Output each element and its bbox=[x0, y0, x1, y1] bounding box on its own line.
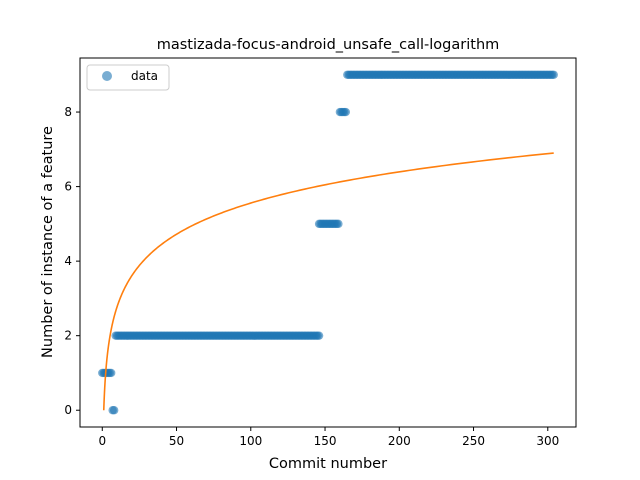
x-tick-label: 0 bbox=[98, 434, 106, 448]
legend-marker-data bbox=[102, 71, 112, 81]
y-axis-label: Number of instance of a feature bbox=[40, 126, 56, 358]
data-point bbox=[106, 368, 116, 378]
x-tick-label: 100 bbox=[239, 434, 262, 448]
y-tick-label: 6 bbox=[64, 180, 72, 194]
x-tick-label: 250 bbox=[462, 434, 485, 448]
plot-frame bbox=[79, 57, 577, 428]
chart-title: mastizada-focus-android_unsafe_call-loga… bbox=[157, 37, 500, 53]
legend-label-data: data bbox=[131, 69, 158, 83]
data-point bbox=[549, 70, 558, 79]
y-tick-label: 4 bbox=[64, 254, 72, 268]
data-point bbox=[341, 107, 351, 117]
axis-ticks: 0 50 100 150 200 250 300 0 2 4 6 8 bbox=[64, 105, 559, 448]
data-point bbox=[314, 331, 324, 340]
y-tick-label: 8 bbox=[64, 105, 72, 119]
x-tick-label: 150 bbox=[314, 434, 337, 448]
y-tick-label: 2 bbox=[64, 329, 72, 343]
x-tick-label: 50 bbox=[169, 434, 184, 448]
fit-line bbox=[102, 152, 554, 411]
y-tick-label: 0 bbox=[64, 403, 72, 417]
x-axis-label: Commit number bbox=[269, 456, 387, 472]
data-point bbox=[334, 219, 343, 229]
data-point bbox=[109, 406, 119, 415]
x-tick-label: 300 bbox=[536, 434, 559, 448]
plot-data-layer bbox=[98, 70, 558, 415]
legend: data bbox=[86, 64, 170, 91]
x-tick-label: 200 bbox=[388, 434, 411, 448]
